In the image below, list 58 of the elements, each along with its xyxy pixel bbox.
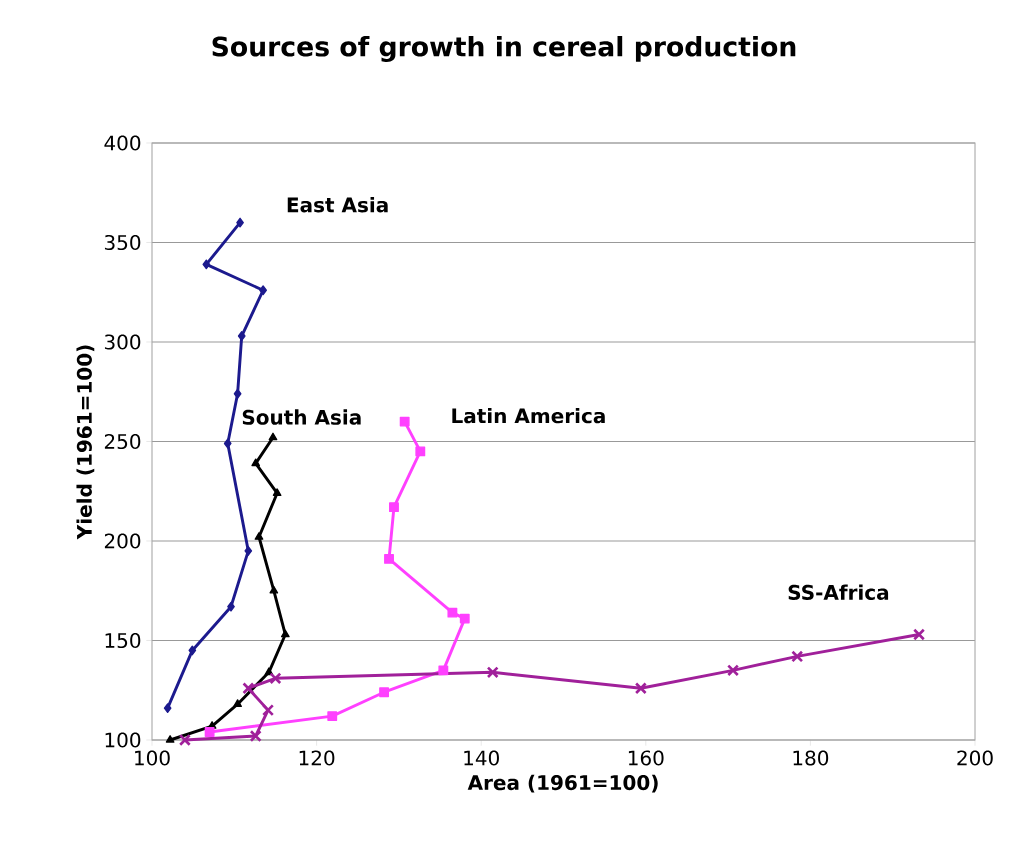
y-tick-label: 400 <box>104 135 141 151</box>
point <box>269 672 282 685</box>
point <box>726 664 740 677</box>
point <box>233 699 242 707</box>
point <box>268 432 278 441</box>
point <box>204 727 215 737</box>
point <box>389 502 399 513</box>
point <box>280 629 290 638</box>
point <box>486 666 499 679</box>
y-tick-label: 350 <box>104 234 141 251</box>
point <box>399 416 410 427</box>
point <box>223 438 232 449</box>
point <box>259 285 267 296</box>
point <box>269 585 279 594</box>
point <box>254 532 264 540</box>
point <box>459 613 470 624</box>
x-tick-label: 100 <box>135 750 170 766</box>
point <box>262 704 275 717</box>
point <box>912 628 926 641</box>
y-tick-label: 250 <box>104 433 141 450</box>
point <box>227 601 235 612</box>
point <box>379 687 390 698</box>
text: East Asia <box>287 196 388 213</box>
point <box>438 665 449 676</box>
y-axis-title: Yield (1961=100) <box>76 345 95 540</box>
y-tick-label: 150 <box>105 632 141 649</box>
y-tick-label: 200 <box>104 533 141 549</box>
point <box>634 682 647 695</box>
point <box>178 733 191 747</box>
series-label: South Asia <box>242 409 361 425</box>
x-tick-label: 160 <box>628 750 664 766</box>
x-tick-label: 140 <box>464 750 499 766</box>
point <box>415 446 426 457</box>
point <box>237 331 246 341</box>
point <box>242 682 255 695</box>
x-tick-label: 200 <box>957 750 993 766</box>
point <box>327 711 338 722</box>
y-tick-label: 300 <box>104 334 141 350</box>
series-label: Latin America <box>452 407 605 424</box>
point <box>163 703 172 714</box>
point <box>249 729 262 743</box>
point <box>244 546 253 556</box>
series-label: SS-Africa <box>788 584 889 600</box>
point <box>236 217 244 228</box>
point <box>384 553 394 564</box>
point <box>251 458 261 467</box>
y-tick-label: 100 <box>105 732 141 748</box>
chart-title: Sources of growth in cereal production <box>212 35 796 62</box>
point <box>447 607 458 618</box>
point <box>202 259 211 270</box>
x-tick-label: 120 <box>299 750 335 766</box>
point <box>165 735 175 743</box>
point <box>233 388 242 399</box>
point <box>272 488 282 497</box>
x-tick-label: 180 <box>793 750 829 766</box>
x-axis-title: Area (1961=100) <box>467 774 658 793</box>
point <box>791 650 804 663</box>
point <box>188 645 197 656</box>
